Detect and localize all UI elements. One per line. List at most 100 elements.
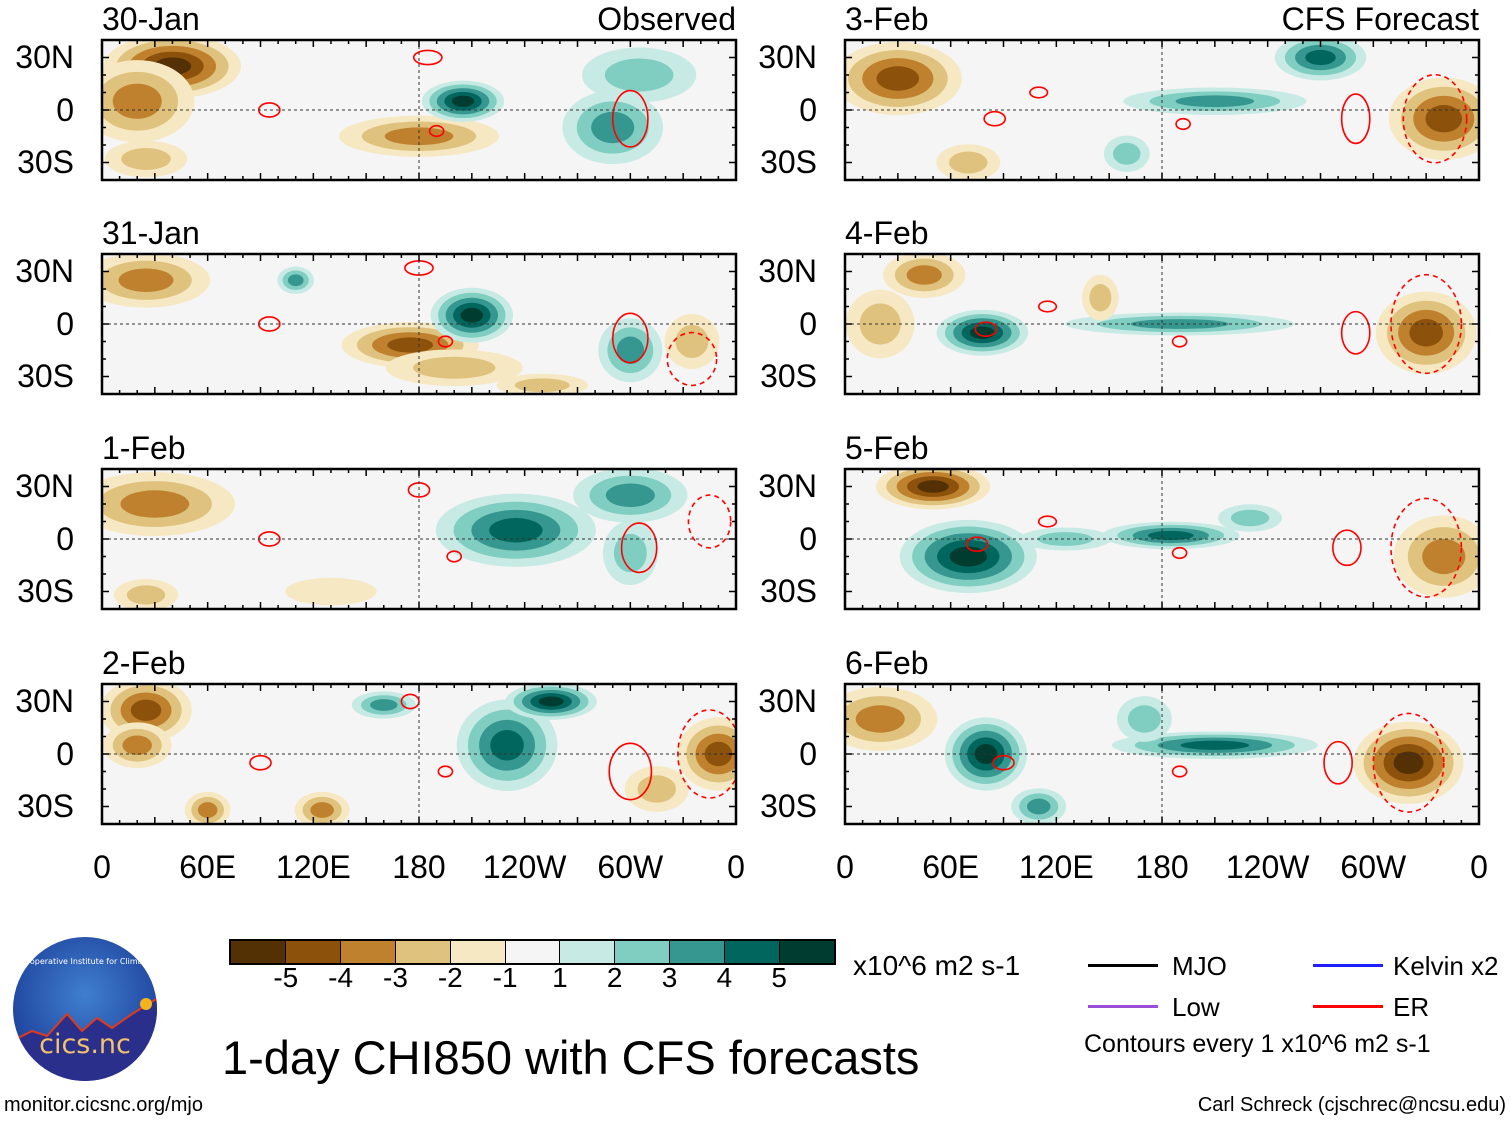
anomaly-map-panel	[100, 38, 738, 182]
legend-label-kelvin: Kelvin x2	[1393, 951, 1499, 981]
negative-anomaly-contour	[1089, 284, 1112, 312]
er-contour	[1037, 515, 1058, 528]
author-credit: Carl Schreck (cjschrec@ncsu.edu)	[1197, 1094, 1506, 1116]
positive-anomaly-contour	[1127, 705, 1161, 733]
legend-label-mjo: MJO	[1172, 951, 1227, 981]
y-tick-label: 30N	[758, 253, 817, 289]
colorbar-tick-label: -3	[383, 962, 408, 993]
y-tick-label: 30S	[17, 788, 74, 824]
panel-date-label: 5-Feb	[845, 430, 929, 466]
negative-anomaly-contour	[1422, 538, 1466, 575]
colorbar-swatch	[395, 941, 451, 963]
er-contour	[620, 522, 658, 574]
y-tick-label: 30N	[15, 39, 74, 75]
x-tick-label: 180	[1135, 849, 1189, 885]
negative-anomaly-contour	[126, 585, 166, 605]
negative-anomaly-contour	[197, 802, 218, 818]
positive-anomaly-contour	[591, 111, 635, 144]
er-contour	[1390, 497, 1463, 598]
colorbar-swatch	[780, 941, 834, 963]
er-contour	[1175, 117, 1191, 131]
panel-frame	[843, 467, 1481, 611]
colorbar-swatch	[231, 941, 286, 963]
x-tick-label: 60E	[179, 849, 237, 885]
negative-anomaly-contour	[120, 490, 190, 518]
negative-anomaly-contour	[949, 151, 988, 174]
colorbar-tick-label: 4	[716, 962, 733, 993]
panel-date-label: 30-Jan	[102, 1, 200, 37]
x-tick-label: 120W	[482, 849, 567, 885]
y-tick-label: 0	[56, 736, 74, 772]
x-tick-label: 180	[392, 849, 446, 885]
positive-anomaly-contour	[489, 518, 543, 543]
negative-anomaly-contour	[704, 741, 733, 767]
colorbar-swatch	[505, 941, 561, 963]
er-contour	[611, 312, 649, 364]
positive-anomaly-contour	[1113, 142, 1141, 165]
legend-line-er	[1313, 1005, 1383, 1008]
negative-anomaly-contour	[855, 705, 905, 733]
y-tick-label: 30S	[17, 144, 74, 180]
y-tick-label: 30S	[760, 358, 817, 394]
er-contour	[437, 335, 454, 348]
website-url: monitor.cicsnc.org/mjo	[4, 1094, 203, 1116]
positive-anomaly-contour	[1147, 530, 1194, 541]
observed-header: Observed	[597, 1, 736, 37]
anomaly-map-panel	[100, 252, 738, 396]
er-contour	[666, 331, 718, 387]
figure-title: 1-day CHI850 with CFS forecasts	[222, 1031, 920, 1084]
y-tick-label: 30N	[15, 253, 74, 289]
positive-anomaly-contour	[1180, 740, 1250, 750]
positive-anomaly-contour	[616, 336, 645, 364]
negative-anomaly-contour	[130, 699, 162, 721]
negative-anomaly-contour	[1425, 105, 1463, 133]
y-tick-label: 30N	[758, 468, 817, 504]
er-contour	[1340, 93, 1371, 145]
legend-label-er: ER	[1393, 992, 1430, 1022]
x-tick-label: 0	[727, 849, 745, 885]
er-contour	[1390, 273, 1463, 375]
y-tick-label: 30N	[758, 39, 817, 75]
legend-label-low: Low	[1172, 992, 1220, 1022]
panel-frame	[100, 682, 738, 826]
positive-anomaly-contour	[1130, 319, 1229, 329]
er-contour	[1372, 712, 1445, 813]
y-tick-label: 0	[56, 306, 74, 342]
positive-anomaly-contour	[451, 95, 475, 107]
x-tick-label: 120E	[275, 849, 351, 885]
legend-line-mjo	[1088, 964, 1158, 967]
y-tick-label: 30S	[760, 144, 817, 180]
x-tick-label: 0	[1470, 849, 1488, 885]
y-tick-label: 30S	[17, 358, 74, 394]
colorbar-swatch	[285, 941, 341, 963]
svg-text:cics.nc: cics.nc	[39, 1029, 131, 1060]
positive-anomaly-contour	[604, 58, 674, 92]
y-tick-label: 30N	[15, 683, 74, 719]
positive-anomaly-contour	[1037, 532, 1093, 546]
positive-anomaly-contour	[460, 307, 484, 323]
er-contour	[1340, 310, 1371, 355]
negative-anomaly-contour	[310, 802, 334, 818]
er-contour	[437, 765, 454, 778]
er-contour	[249, 754, 272, 771]
y-tick-label: 0	[799, 736, 817, 772]
er-contour	[1332, 529, 1362, 567]
negative-anomaly-contour	[876, 66, 920, 91]
er-contour	[983, 110, 1007, 127]
y-tick-label: 0	[56, 92, 74, 128]
positive-anomaly-contour	[1175, 95, 1255, 108]
x-tick-label: 120W	[1225, 849, 1310, 885]
er-contour	[428, 124, 445, 138]
svg-text:Cooperative Institute for Clim: Cooperative Institute for Climate	[19, 957, 150, 966]
colorbar-tick-label: 2	[606, 962, 623, 993]
negative-anomaly-contour	[285, 577, 377, 606]
negative-anomaly-contour	[859, 303, 901, 345]
positive-anomaly-contour	[490, 729, 524, 761]
er-contour	[1037, 300, 1058, 313]
colorbar-swatch	[670, 941, 726, 963]
er-contour	[687, 494, 732, 549]
forecast-header: CFS Forecast	[1281, 1, 1479, 37]
panel-frame	[843, 252, 1481, 396]
panel-date-label: 31-Jan	[102, 215, 200, 251]
positive-anomaly-contour	[1305, 49, 1336, 66]
